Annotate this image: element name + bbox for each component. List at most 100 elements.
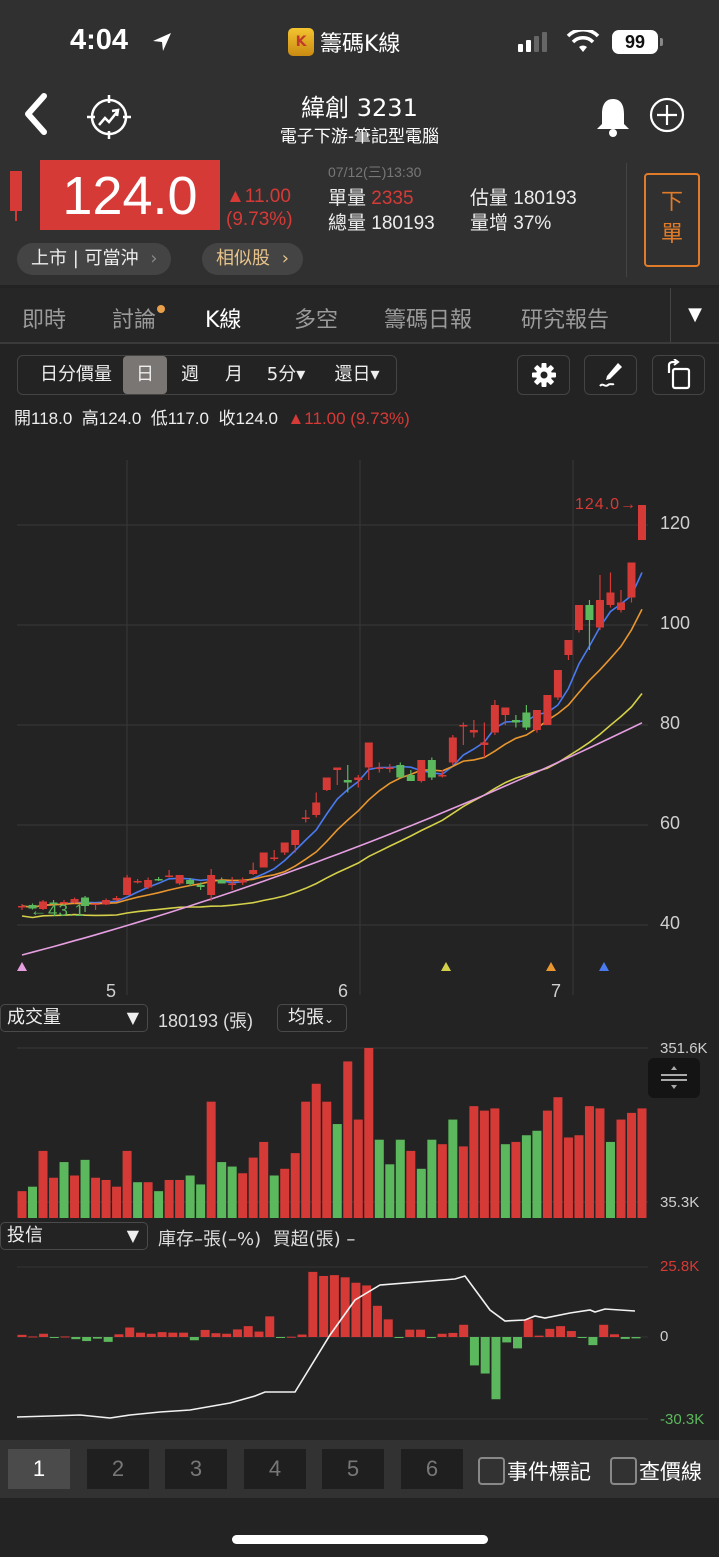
inst-zero-label: 0 [660, 1328, 669, 1345]
market-pill-label: 上市 | 可當沖 [31, 248, 139, 269]
add-watchlist-icon[interactable] [648, 96, 686, 134]
wifi-icon [566, 30, 600, 52]
rotate-icon [667, 359, 690, 390]
tab-chip-daily[interactable]: 籌碼日報 [384, 308, 473, 333]
inst-min-label: -30.3K [660, 1411, 705, 1428]
last-price-marker: 124.0→ [575, 496, 638, 513]
single-volume-label: 單量 [328, 188, 367, 209]
y-tick: 100 [660, 613, 691, 633]
volume-chart[interactable] [0, 1040, 719, 1220]
net-buy-label: 買超(張) – [272, 1229, 356, 1250]
period-month[interactable]: 月 [225, 364, 243, 385]
location-arrow-icon [153, 33, 171, 51]
volume-indicator-select[interactable]: 成交量 ▼ [0, 1004, 148, 1032]
chevron-left-icon [25, 93, 47, 135]
estimated-volume: 估量 180193 [470, 183, 577, 210]
layout-page-1[interactable]: 1 [8, 1449, 70, 1489]
period-5min[interactable]: 5分▾ [266, 364, 306, 385]
candlestick-chart[interactable] [0, 440, 719, 1000]
checkbox-box [478, 1457, 505, 1485]
divider [626, 163, 627, 277]
resize-handle-icon [661, 1066, 687, 1089]
status-bar: 4:04 K 籌碼K線 99 [0, 0, 719, 80]
volume-increase: 量增 37% [470, 208, 551, 235]
market-status-pill[interactable]: 上市 | 可當沖 › [17, 243, 172, 275]
draw-button[interactable] [584, 355, 637, 395]
settings-button[interactable] [517, 355, 570, 395]
est-volume-label: 估量 [470, 188, 509, 209]
avg-toggle-label: 均張 [288, 1007, 324, 1028]
gear-icon [531, 363, 556, 387]
min-price-marker: ←43.1 [30, 901, 86, 920]
period-day[interactable]: 日 [123, 356, 167, 394]
y-tick: 60 [660, 813, 681, 833]
layout-page-4[interactable]: 4 [244, 1449, 306, 1489]
x-tick: 6 [338, 981, 349, 1001]
home-indicator[interactable] [232, 1535, 488, 1544]
tab-kline[interactable]: K線 [205, 308, 242, 333]
quote-panel: 124.0 ▲11.00 (9.73%) 07/12(三)13:30 單量 23… [0, 155, 719, 285]
tab-more-button[interactable]: ▼ [670, 288, 719, 342]
triangle-down-icon: ▼ [688, 304, 702, 325]
holding-label: 庫存–張(–%) [158, 1229, 262, 1250]
stock-title: 緯創 3231 [301, 94, 418, 122]
volume-total: 180193 (張) [158, 1011, 254, 1031]
inst-indicator-select[interactable]: 投信 ▼ [0, 1222, 148, 1250]
inst-indicator-label: 投信 [7, 1225, 43, 1246]
rotate-screen-button[interactable] [652, 355, 705, 395]
total-volume: 總量 180193 [328, 208, 435, 235]
change-amount: ▲11.00 [226, 186, 291, 207]
institutional-chart[interactable] [0, 1255, 719, 1435]
nav-header: 緯創 3231 電子下游-筆記型電腦 [0, 80, 719, 155]
event-mark-label: 事件標記 [507, 1460, 591, 1484]
current-price: 124.0 [40, 160, 220, 230]
total-volume-value: 180193 [371, 213, 435, 234]
panel-resize-button[interactable] [648, 1058, 700, 1098]
tab-discussion[interactable]: 討論 [112, 302, 166, 334]
layout-page-5[interactable]: 5 [322, 1449, 384, 1489]
bell-icon[interactable] [594, 96, 632, 138]
volume-min-label: 35.3K [660, 1194, 700, 1211]
cell-signal-icon [518, 32, 547, 52]
layout-page-2[interactable]: 2 [87, 1449, 149, 1489]
change-percent: (9.73%) [226, 209, 293, 230]
period-selector: 日分價量 日 週 月 5分▾ 還日▾ [17, 355, 397, 395]
place-order-button[interactable]: 下單 [644, 173, 700, 267]
period-intraday-volume[interactable]: 日分價量 [40, 364, 112, 385]
tab-research[interactable]: 研究報告 [521, 308, 610, 333]
x-tick: 7 [551, 981, 562, 1001]
triangle-down-icon: ▼ [126, 1226, 139, 1245]
similar-pill-label: 相似股 [216, 248, 270, 269]
layout-page-6[interactable]: 6 [401, 1449, 463, 1489]
triangle-down-icon: ▼ [126, 1008, 139, 1027]
tab-long-short[interactable]: 多空 [294, 308, 339, 333]
stock-industry: 電子下游-筆記型電腦 [279, 127, 440, 147]
y-tick: 120 [660, 513, 691, 533]
clock: 4:04 [70, 24, 129, 56]
tab-realtime[interactable]: 即時 [22, 308, 67, 333]
inst-max-label: 25.8K [660, 1258, 700, 1275]
back-button[interactable] [20, 92, 52, 147]
price-change: ▲11.00 (9.73%) [226, 185, 293, 231]
event-mark-checkbox[interactable]: 事件標記 [478, 1456, 591, 1486]
order-button-label: 下單 [660, 190, 683, 247]
price-line-checkbox[interactable]: 查價線 [610, 1456, 702, 1486]
layout-page-3[interactable]: 3 [165, 1449, 227, 1489]
volume-indicator-label: 成交量 [7, 1007, 61, 1028]
layout-bar: 1 2 3 4 5 6 事件標記 查價線 [0, 1440, 719, 1498]
period-week[interactable]: 週 [181, 364, 199, 385]
price-line-label: 查價線 [639, 1460, 702, 1484]
trend-target-icon[interactable] [86, 94, 132, 140]
volume-max-label: 351.6K [660, 1040, 708, 1057]
single-volume-value: 2335 [371, 188, 414, 209]
tab-bar: 即時 討論 K線 多空 籌碼日報 研究報告 ▼ [0, 288, 719, 344]
similar-stocks-pill[interactable]: 相似股 › [202, 243, 303, 275]
app-title: K 籌碼K線 [288, 26, 400, 58]
chevron-right-icon: › [150, 248, 158, 269]
notification-dot [157, 305, 166, 313]
avg-lots-toggle[interactable]: 均張⌄ [277, 1004, 347, 1032]
total-volume-label: 總量 [328, 213, 367, 234]
y-tick: 80 [660, 713, 681, 733]
checkbox-box [610, 1457, 637, 1485]
period-adjusted[interactable]: 還日▾ [334, 364, 380, 385]
